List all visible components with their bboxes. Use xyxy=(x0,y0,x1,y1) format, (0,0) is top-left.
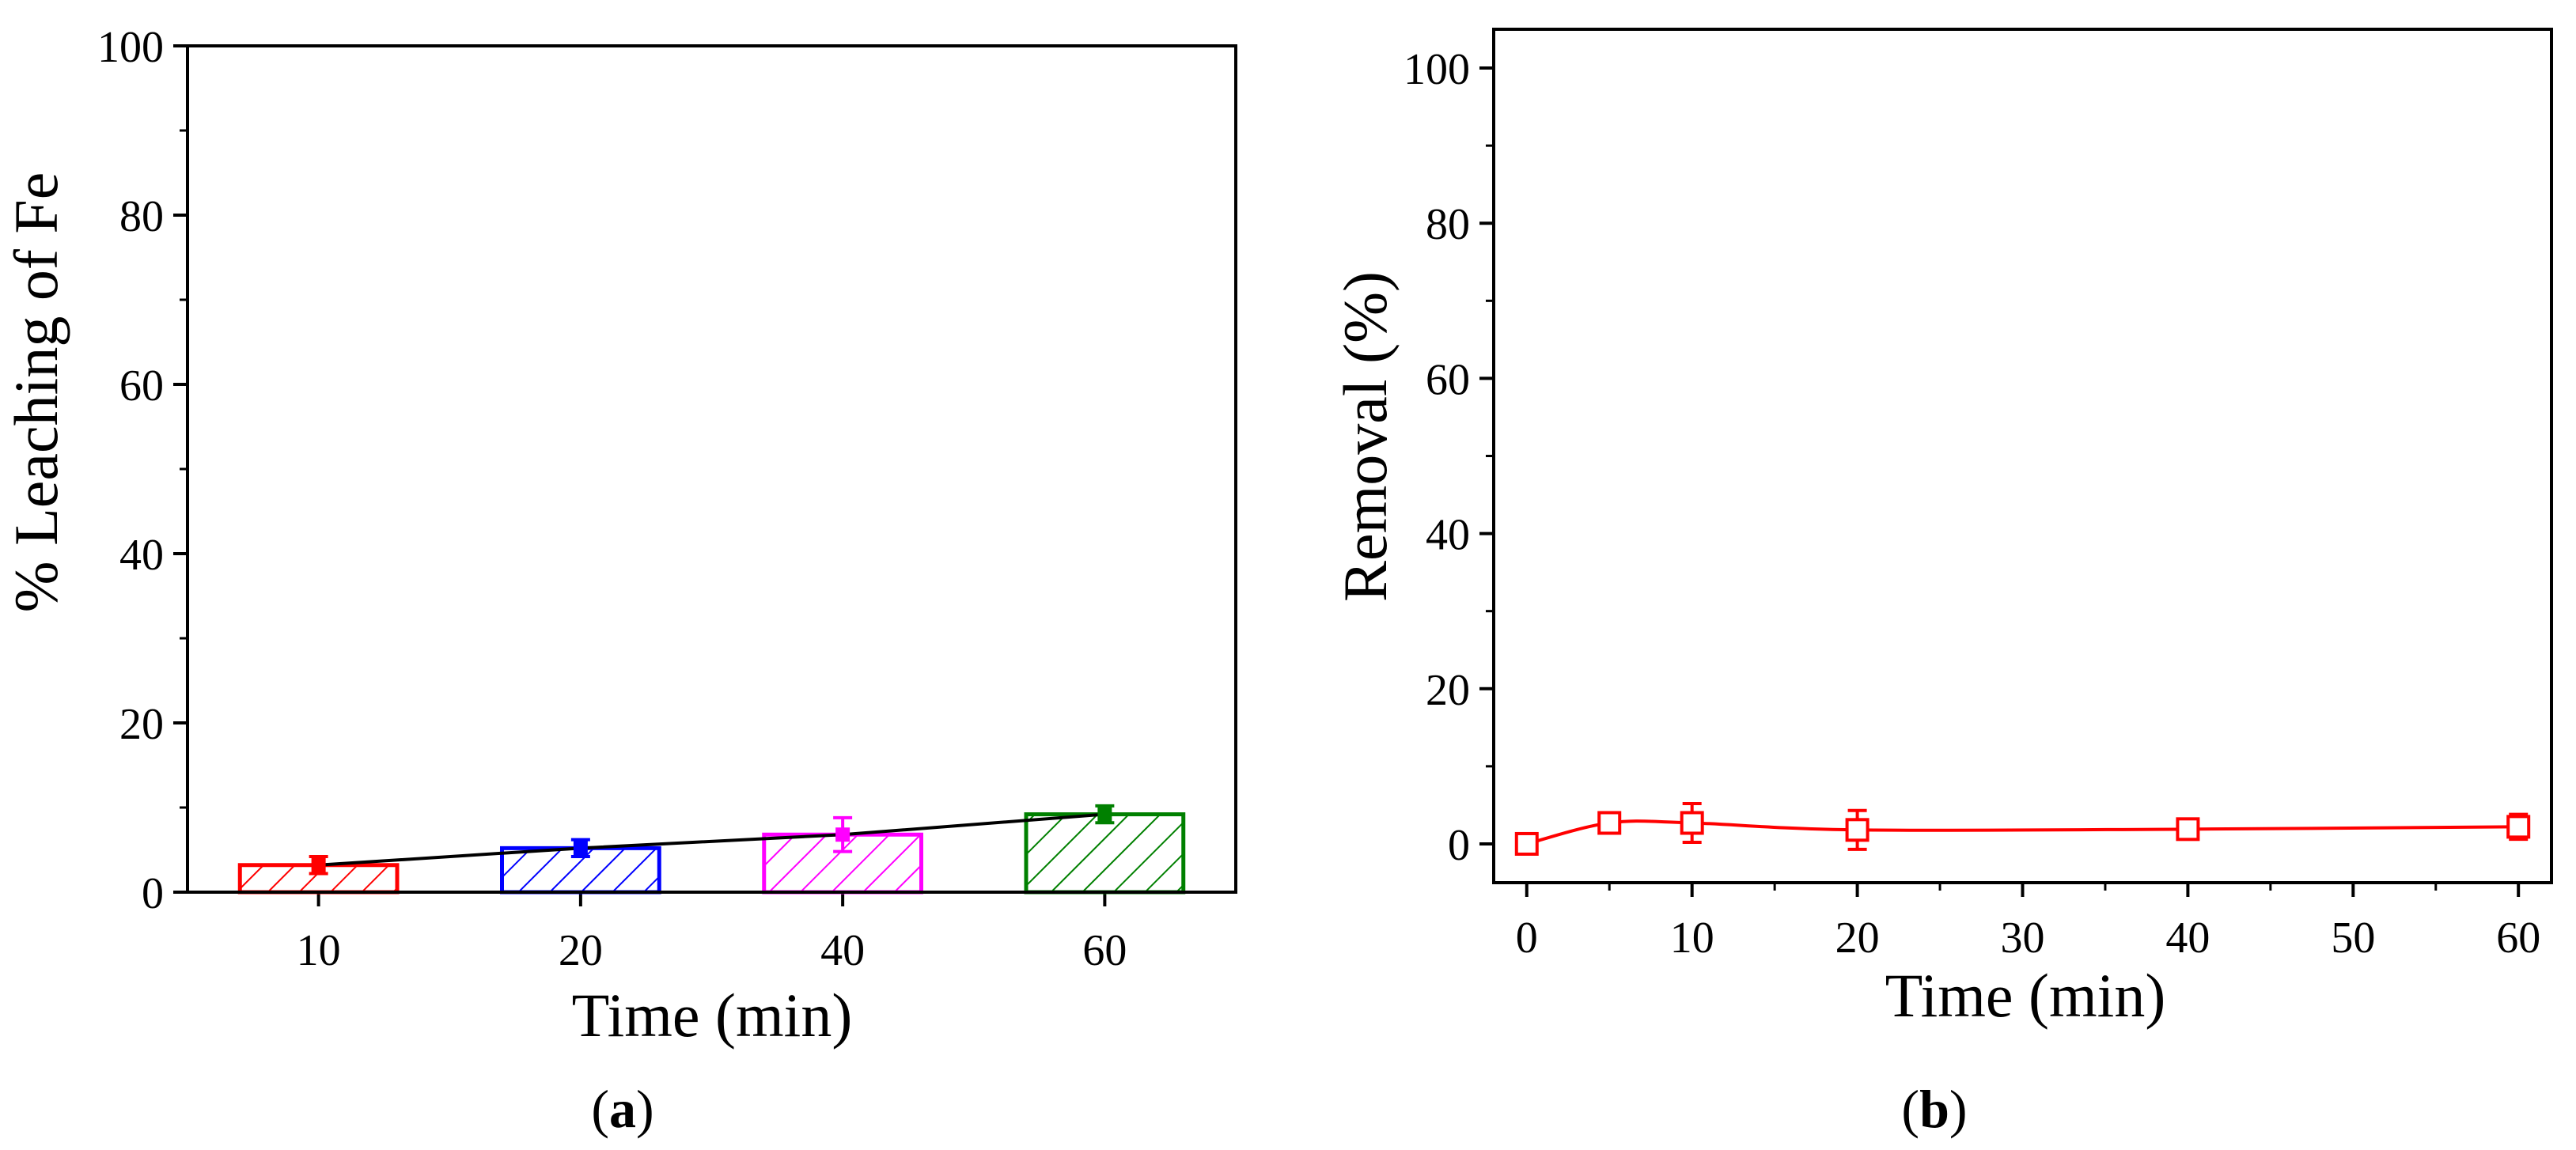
chart-b-y-tick-label: 100 xyxy=(1404,45,1470,94)
chart-a-y-tick-label: 0 xyxy=(142,869,164,918)
panel-letter-b: b xyxy=(1919,1079,1949,1139)
chart-a-x-axis-title: Time (min) xyxy=(572,981,853,1050)
chart-a-y-tick-label: 80 xyxy=(119,192,164,241)
chart-a-trend-line xyxy=(318,812,1105,867)
panel-label-b: (b) xyxy=(1901,1079,1967,1139)
chart-b: 0 20 40 60 80 100 0 10 20 30 40 50 60 Removal (%) Ti… xyxy=(1331,28,2553,1139)
chart-a-x-tick-label: 10 xyxy=(297,926,341,975)
chart-a-y-tick-label: 100 xyxy=(97,23,164,72)
chart-b-ticks xyxy=(1479,66,2521,897)
chart-a-y-axis-title: % Leaching of Fe xyxy=(2,172,70,613)
chart-b-y-tick-label: 40 xyxy=(1426,511,1470,560)
chart-b-x-tick-label: 20 xyxy=(1835,914,1880,963)
chart-a-point xyxy=(835,827,850,842)
chart-a-error-bars xyxy=(309,804,1115,876)
chart-b-x-tick-label: 40 xyxy=(2165,914,2210,963)
chart-a-point xyxy=(573,841,588,856)
chart-a-ticks xyxy=(173,44,1107,906)
chart-a-x-tick-label: 40 xyxy=(820,926,865,975)
chart-b-point-marker xyxy=(2176,817,2200,842)
chart-b-y-tick-label: 20 xyxy=(1426,666,1470,715)
chart-b-point-marker xyxy=(1680,811,1704,835)
chart-b-point-marker xyxy=(1514,831,1539,856)
chart-b-y-axis-title: Removal (%) xyxy=(1331,271,1400,602)
chart-a-y-tick-label: 40 xyxy=(119,531,164,580)
chart-b-x-tick-label: 60 xyxy=(2496,914,2540,963)
chart-b-series xyxy=(1514,801,2531,856)
chart-a-bars xyxy=(237,812,1186,895)
chart-b-x-tick-label: 50 xyxy=(2331,914,2375,963)
chart-b-point-marker xyxy=(1845,818,1869,842)
chart-b-series-line xyxy=(1526,819,2519,845)
chart-b-point-marker xyxy=(1597,811,1622,835)
chart-a-y-tick-label: 60 xyxy=(119,361,164,410)
chart-a-point xyxy=(1097,807,1112,822)
chart-a-trend xyxy=(318,812,1105,867)
chart-a-frame xyxy=(186,44,1237,894)
chart-a-y-tick-label: 20 xyxy=(119,700,164,749)
chart-a-bar-60 xyxy=(1024,812,1186,895)
chart-a-tick-labels: 0 20 40 60 80 100 10 20 40 60 xyxy=(97,23,1127,975)
chart-b-y-tick-label: 60 xyxy=(1426,355,1470,404)
chart-b-x-tick-label: 0 xyxy=(1516,914,1538,963)
panel-letter-a: a xyxy=(609,1079,636,1139)
chart-b-x-tick-label: 10 xyxy=(1670,914,1714,963)
chart-a-x-tick-label: 20 xyxy=(559,926,603,975)
chart-b-point-marker xyxy=(2506,815,2531,839)
chart-b-frame xyxy=(1492,28,2553,884)
chart-b-y-tick-label: 80 xyxy=(1426,200,1470,249)
panel-label-a: (a) xyxy=(591,1079,653,1139)
chart-b-x-tick-label: 30 xyxy=(2001,914,2045,963)
chart-a: 0 20 40 60 80 100 10 20 40 60 % Leaching of Fe Ti… xyxy=(2,23,1237,1139)
chart-b-y-tick-label: 0 xyxy=(1448,821,1470,870)
chart-a-x-tick-label: 60 xyxy=(1082,926,1127,975)
chart-b-tick-labels: 0 20 40 60 80 100 0 10 20 30 40 50 60 xyxy=(1404,45,2540,963)
chart-b-x-axis-title: Time (min) xyxy=(1885,961,2166,1030)
chart-a-point xyxy=(311,857,326,872)
